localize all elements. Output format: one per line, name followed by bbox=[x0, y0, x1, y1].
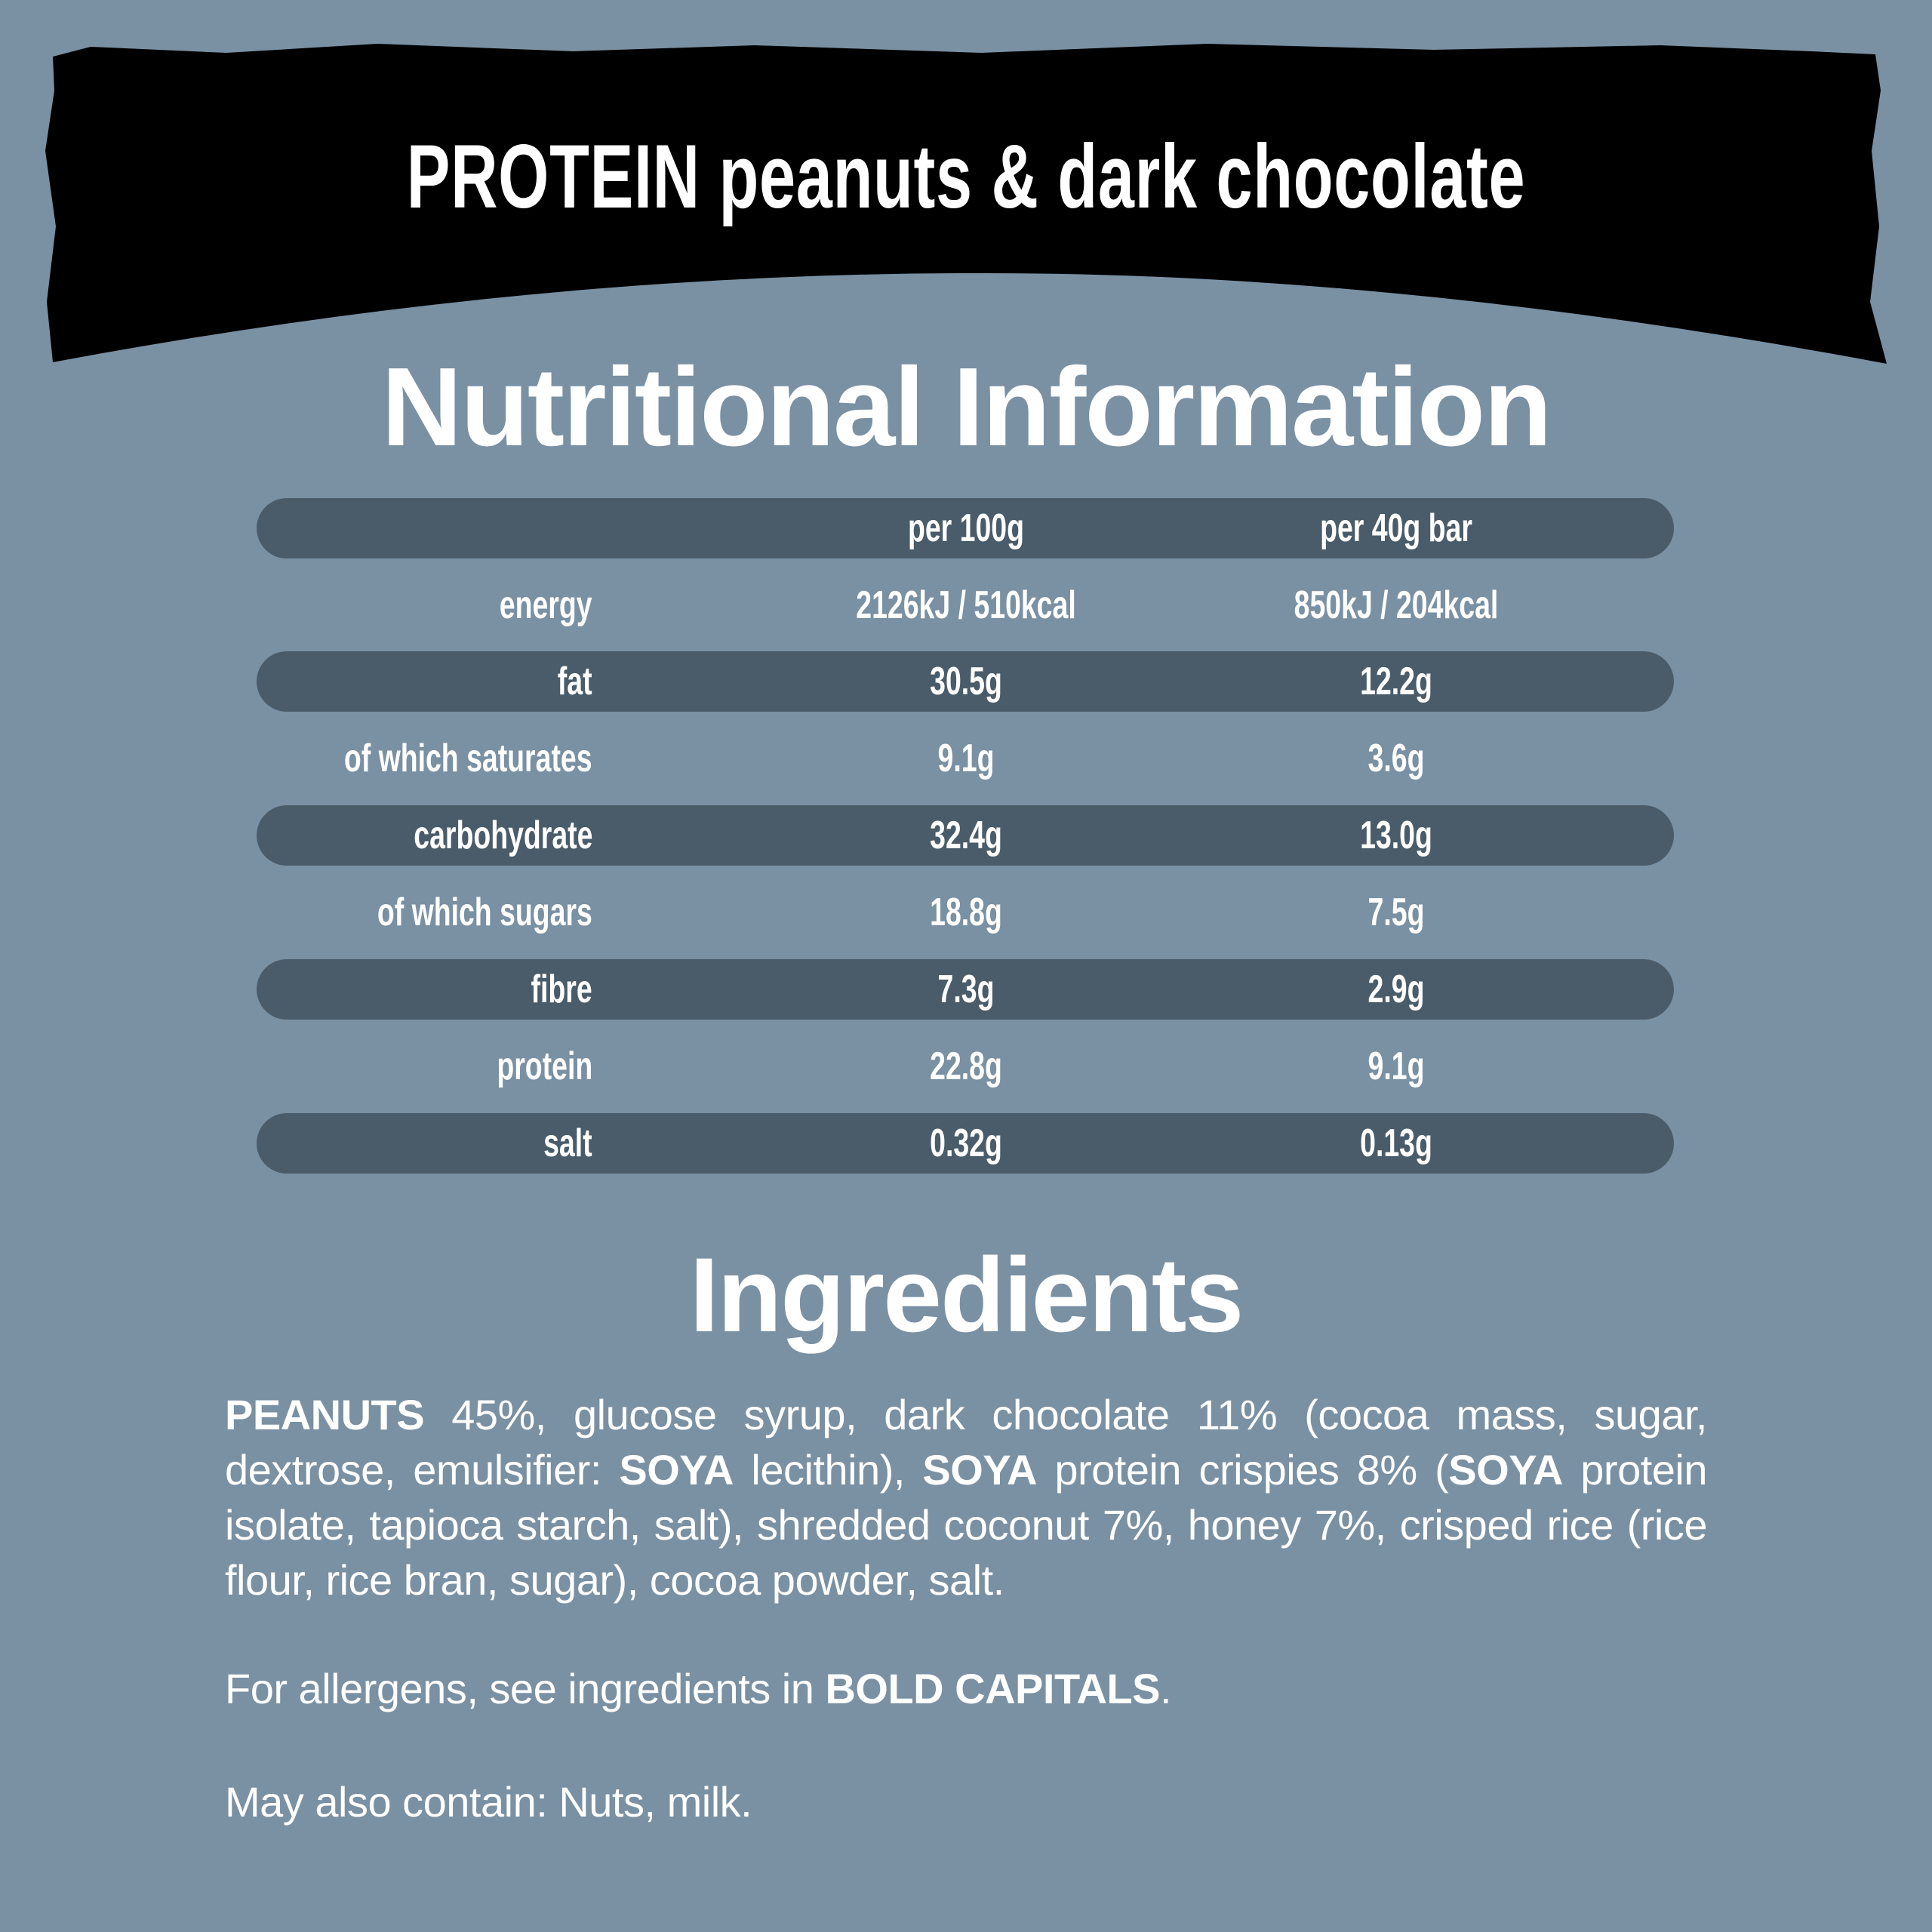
allergen-ingredient: SOYA bbox=[1448, 1446, 1563, 1494]
column-header-per-100g: per 100g bbox=[907, 506, 1024, 550]
value-per-100g: 32.4g bbox=[930, 814, 1002, 857]
allergen-ingredient: SOYA bbox=[619, 1446, 734, 1494]
value-per-bar: 3.6g bbox=[1367, 737, 1425, 780]
value-per-100g: 7.3g bbox=[937, 968, 995, 1011]
value-per-100g: 18.8g bbox=[930, 891, 1002, 934]
table-row-fat: fat 30.5g 12.2g bbox=[257, 651, 1674, 712]
table-row-sugars: of which sugars 18.8g 7.5g bbox=[257, 882, 1674, 943]
value-per-100g: 0.32g bbox=[930, 1121, 1002, 1165]
ingredient-text: protein crispies 8% ( bbox=[1036, 1446, 1449, 1494]
may-contain-note: May also contain: Nuts, milk. bbox=[225, 1778, 752, 1826]
row-label: energy bbox=[500, 583, 592, 627]
value-per-bar: 850kJ / 204kcal bbox=[1294, 583, 1499, 627]
ingredient-text: protein isolate, tapioca starch, salt), … bbox=[225, 1446, 1708, 1604]
allergen-note: For allergens, see ingredients in BOLD C… bbox=[225, 1664, 1172, 1713]
table-row-fibre: fibre 7.3g 2.9g bbox=[257, 959, 1674, 1020]
ingredients-text: PEANUTS 45%, glucose syrup, dark chocola… bbox=[225, 1387, 1708, 1607]
title-banner bbox=[45, 44, 1887, 364]
value-per-100g: 9.1g bbox=[937, 737, 995, 780]
table-row-saturates: of which saturates 9.1g 3.6g bbox=[257, 728, 1674, 789]
row-label: of which saturates bbox=[344, 737, 592, 780]
row-label: of which sugars bbox=[377, 891, 592, 934]
nutrition-heading: Nutritional Information bbox=[381, 345, 1552, 469]
allergen-ingredient: PEANUTS bbox=[225, 1391, 425, 1438]
row-label: fat bbox=[558, 660, 592, 703]
value-per-bar: 12.2g bbox=[1360, 660, 1432, 703]
table-row-energy: energy 2126kJ / 510kcal 850kJ / 204kcal bbox=[257, 575, 1674, 635]
value-per-bar: 0.13g bbox=[1360, 1121, 1432, 1165]
allergen-note-suffix: . bbox=[1160, 1665, 1172, 1712]
table-row-protein: protein 22.8g 9.1g bbox=[257, 1036, 1674, 1097]
row-label: carbohydrate bbox=[413, 814, 592, 857]
value-per-bar: 13.0g bbox=[1360, 814, 1432, 857]
allergen-ingredient: SOYA bbox=[922, 1446, 1037, 1494]
ingredient-text: lecithin), bbox=[733, 1446, 923, 1494]
value-per-100g: 22.8g bbox=[930, 1044, 1002, 1088]
value-per-bar: 7.5g bbox=[1367, 891, 1425, 934]
row-label: protein bbox=[497, 1044, 592, 1088]
allergen-note-bold: BOLD CAPITALS bbox=[825, 1665, 1160, 1712]
ingredient-text: 45%, glucose syrup, dark chocolate 11% (… bbox=[225, 1391, 1708, 1494]
table-row-carbohydrate: carbohydrate 32.4g 13.0g bbox=[257, 805, 1674, 866]
product-title: PROTEIN peanuts & dark chocolate bbox=[270, 125, 1661, 229]
row-label: salt bbox=[543, 1121, 592, 1165]
product-title-rest: peanuts & dark chocolate bbox=[718, 126, 1526, 227]
table-header-row: per 100g per 40g bar bbox=[257, 498, 1674, 558]
product-title-strong: PROTEIN bbox=[406, 126, 700, 227]
value-per-bar: 9.1g bbox=[1367, 1044, 1425, 1088]
column-header-per-bar: per 40g bar bbox=[1320, 506, 1472, 550]
ingredients-heading: Ingredients bbox=[689, 1235, 1244, 1354]
value-per-100g: 2126kJ / 510kcal bbox=[856, 583, 1076, 627]
row-label: fibre bbox=[531, 968, 592, 1011]
value-per-bar: 2.9g bbox=[1367, 968, 1425, 1011]
table-row-salt: salt 0.32g 0.13g bbox=[257, 1113, 1674, 1174]
allergen-note-prefix: For allergens, see ingredients in bbox=[225, 1665, 826, 1712]
value-per-100g: 30.5g bbox=[930, 660, 1002, 703]
